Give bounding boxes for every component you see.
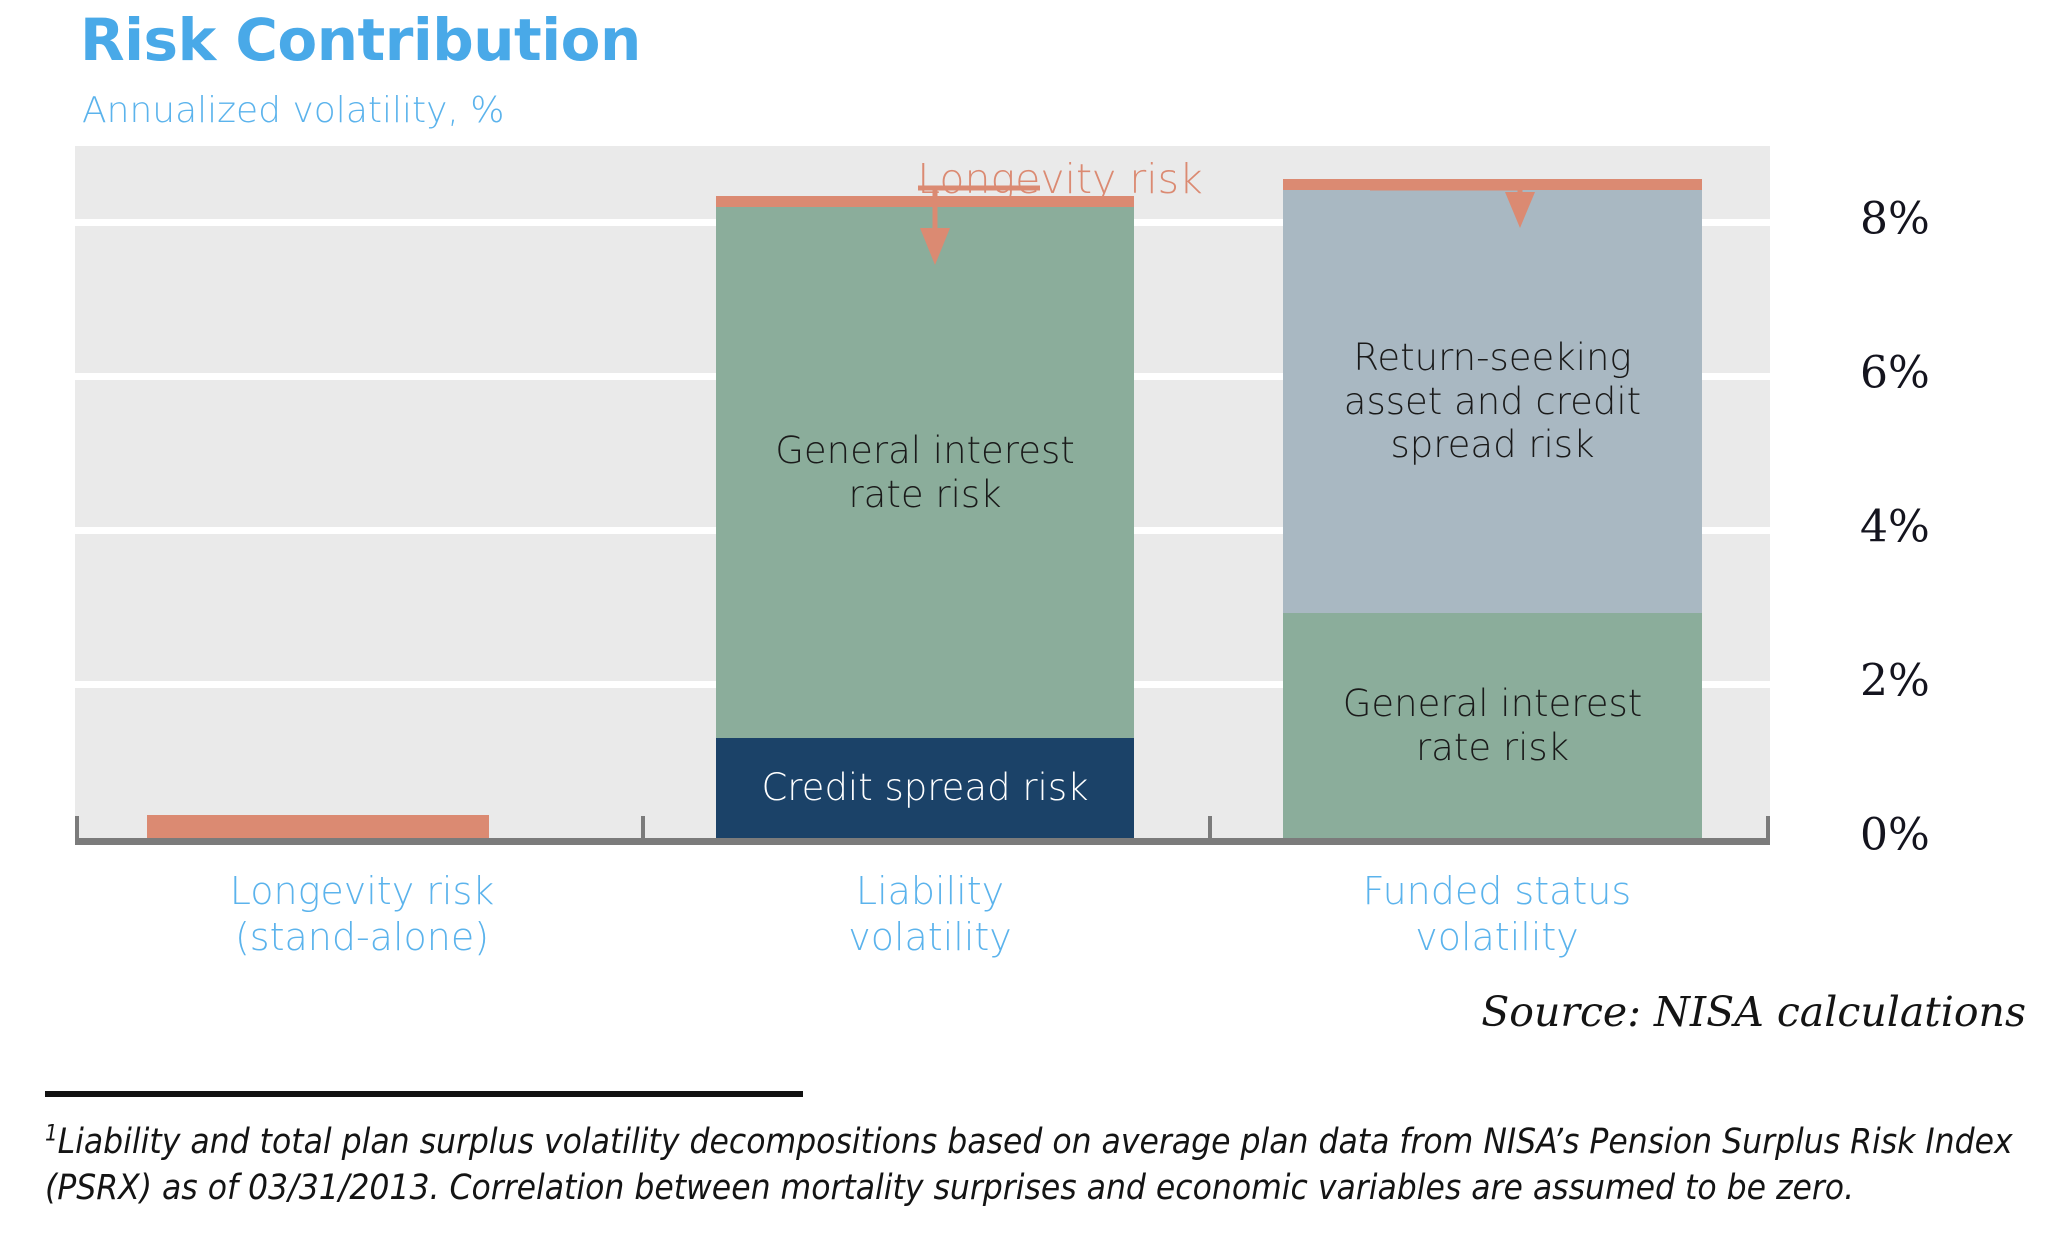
- axis-tick-left: [75, 816, 79, 838]
- y-tick-label-2: 2%: [1860, 655, 1930, 707]
- chart-subtitle: Annualized volatility, %: [82, 90, 505, 131]
- bar-segment-label-interest-rate: General interest rate risk: [775, 428, 1075, 516]
- source-note: Source: NISA calculations: [1481, 988, 2026, 1036]
- bar-segment-longevity[interactable]: [147, 815, 489, 838]
- axis-tick-1: [641, 816, 645, 838]
- axis-tick-right: [1766, 816, 1770, 838]
- bar-liability-volatility[interactable]: Credit spread risk General interest rate…: [716, 196, 1134, 838]
- bar-segment-longevity[interactable]: [716, 196, 1134, 207]
- footnote-divider: [45, 1091, 803, 1097]
- y-tick-label-8: 8%: [1860, 193, 1930, 245]
- bar-segment-longevity[interactable]: [1283, 179, 1702, 190]
- bar-segment-label-interest-rate: General interest rate risk: [1342, 681, 1643, 769]
- bar-longevity-standalone[interactable]: [147, 815, 489, 838]
- x-tick-label-liability-volatility: Liability volatility: [848, 869, 1012, 960]
- page-title: Risk Contribution: [80, 6, 641, 74]
- bar-segment-credit-spread[interactable]: Credit spread risk: [716, 738, 1134, 838]
- footnote-marker: 1: [45, 1121, 58, 1147]
- footnote-body: Liability and total plan surplus volatil…: [45, 1122, 2013, 1208]
- bar-segment-return-seeking[interactable]: Return-seeking asset and credit spread r…: [1283, 190, 1702, 613]
- bar-segment-label-return-seeking: Return-seeking asset and credit spread r…: [1343, 336, 1642, 467]
- bar-funded-status-volatility[interactable]: General interest rate risk Return-seekin…: [1283, 179, 1702, 838]
- bar-segment-label-credit-spread: Credit spread risk: [761, 766, 1089, 810]
- x-axis-line: [75, 838, 1770, 845]
- y-tick-label-4: 4%: [1860, 501, 1930, 553]
- bar-segment-interest-rate[interactable]: General interest rate risk: [1283, 613, 1702, 838]
- x-tick-label-longevity-standalone: Longevity risk (stand-alone): [229, 869, 495, 960]
- footnote: 1Liability and total plan surplus volati…: [45, 1120, 2025, 1211]
- x-tick-label-funded-status-volatility: Funded status volatility: [1362, 869, 1632, 960]
- plot-area: Credit spread risk General interest rate…: [75, 146, 1770, 838]
- axis-tick-2: [1208, 816, 1212, 838]
- y-tick-label-0: 0%: [1860, 809, 1930, 861]
- bar-segment-interest-rate[interactable]: General interest rate risk: [716, 207, 1134, 738]
- y-tick-label-6: 6%: [1860, 347, 1930, 399]
